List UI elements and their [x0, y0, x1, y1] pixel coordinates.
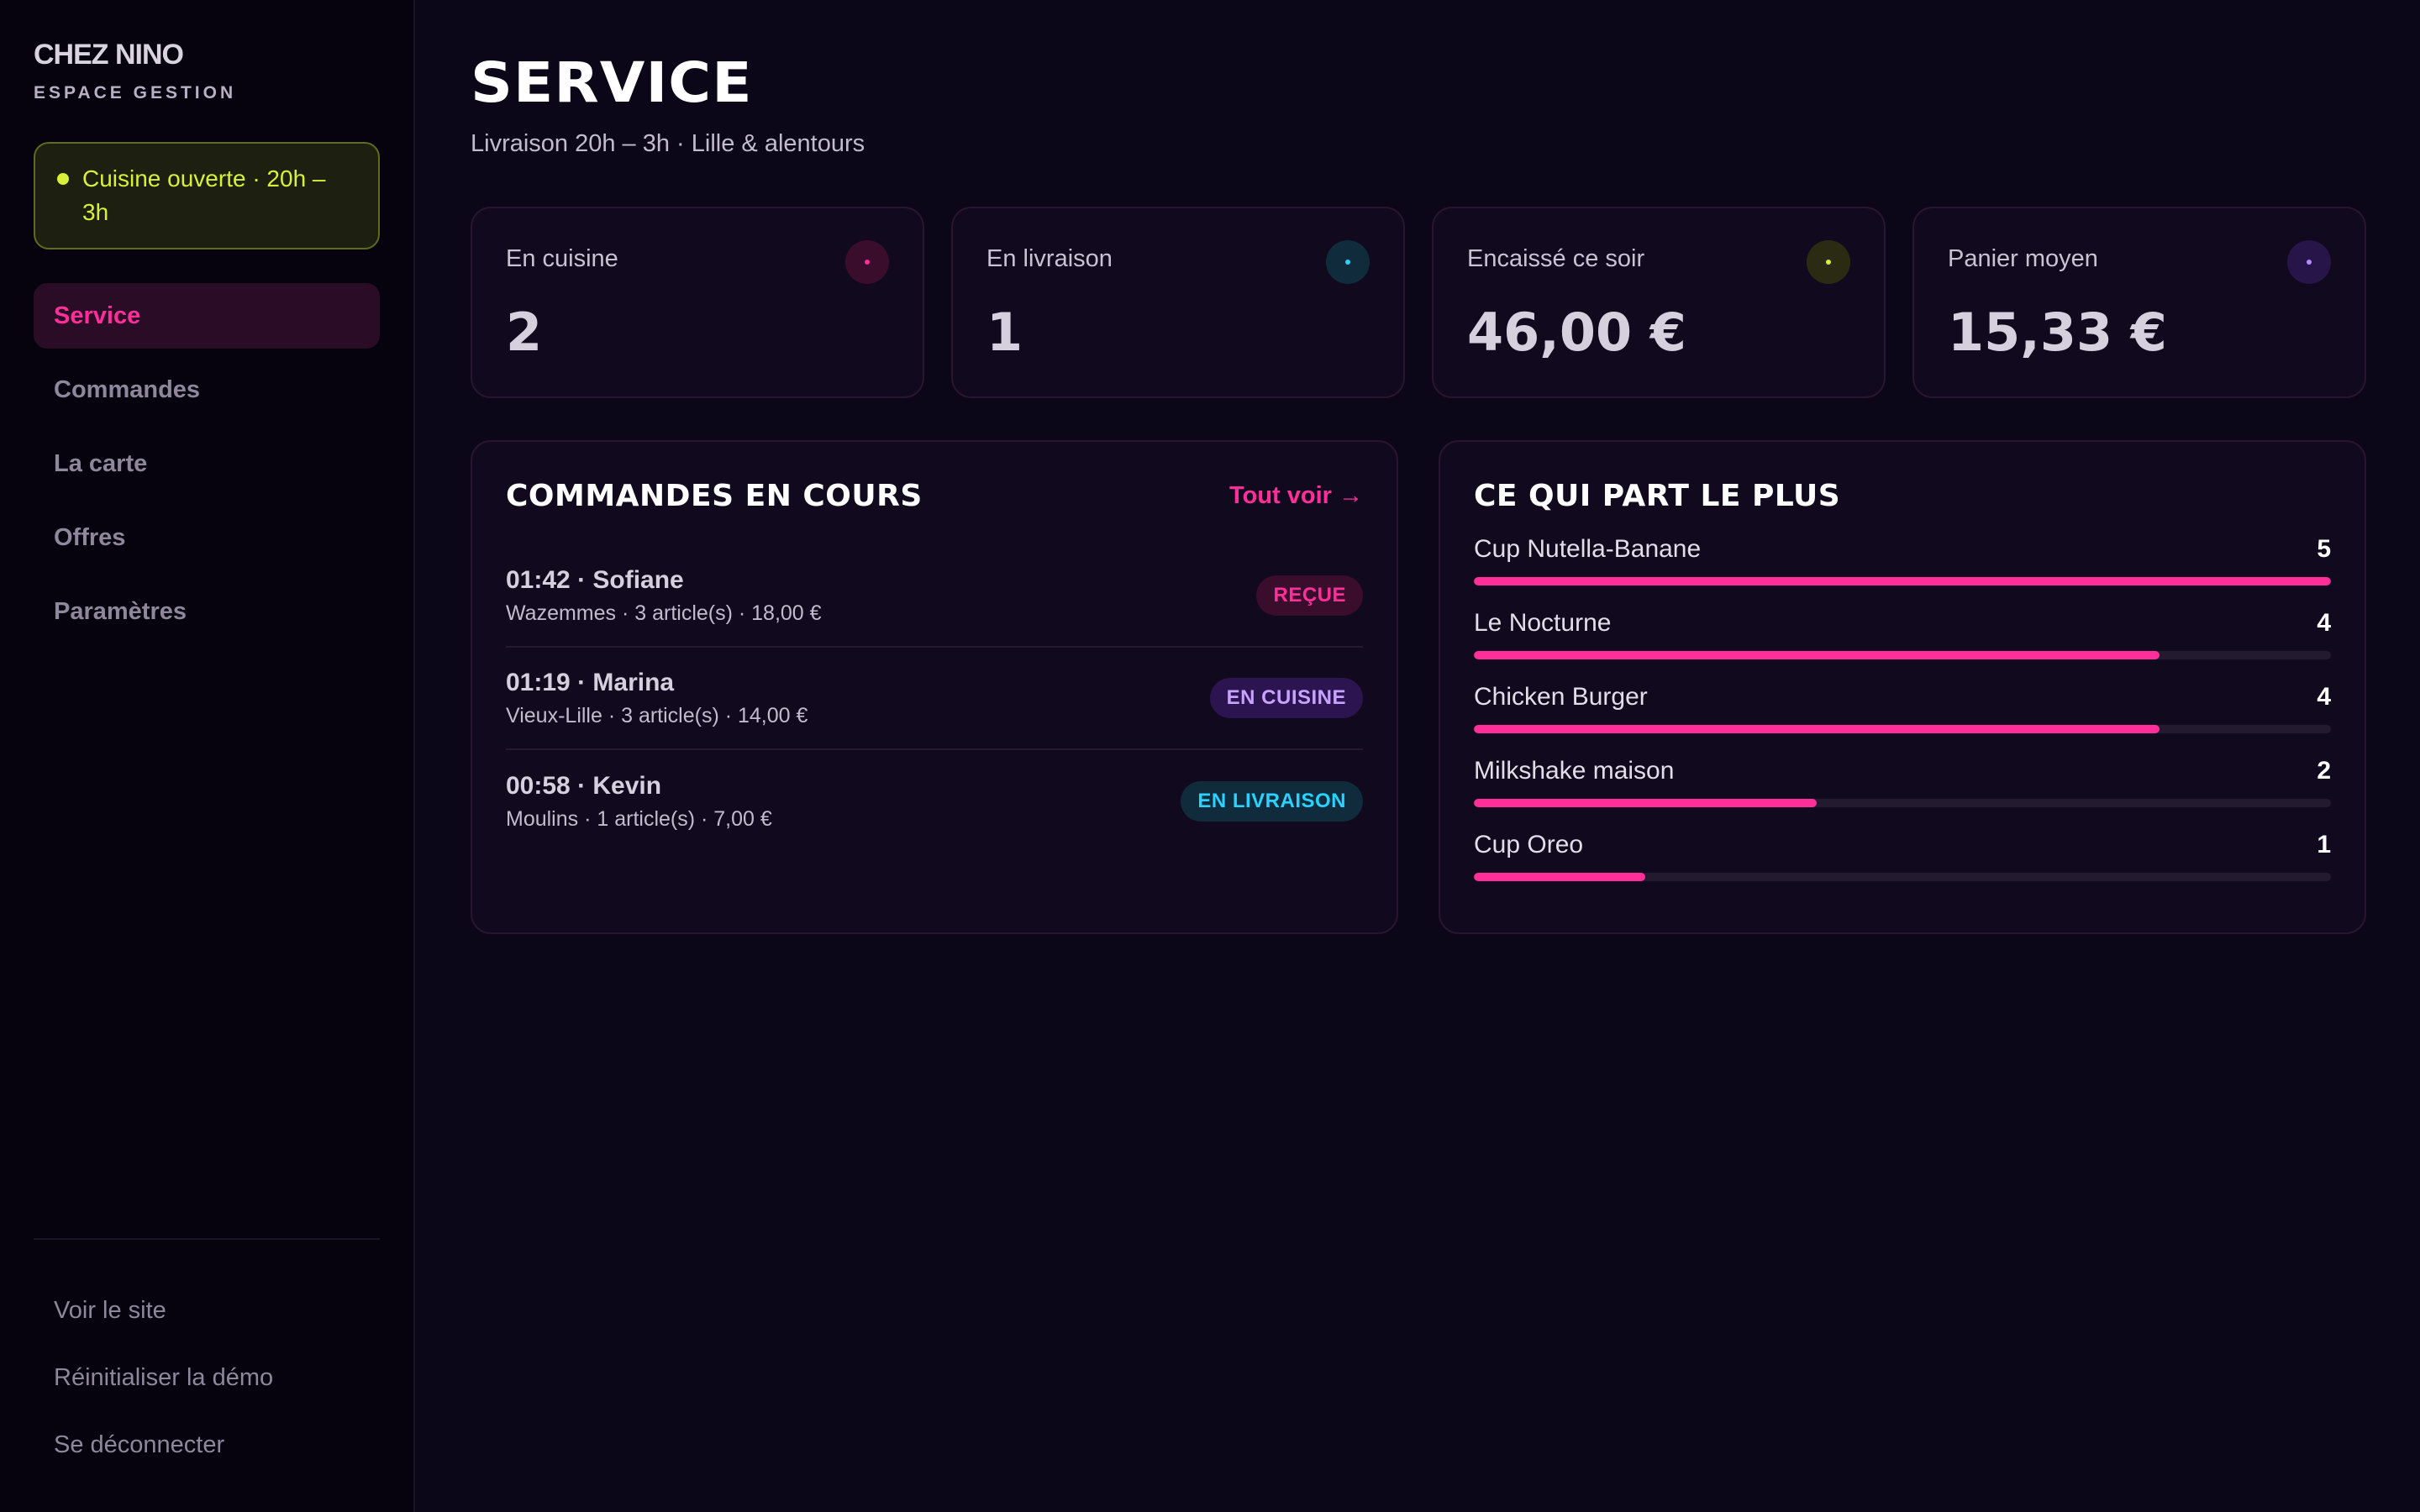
orders-panel: COMMANDES EN COURS Tout voir → 01:42 · S…	[471, 440, 1398, 934]
sidebar-nav: Service Commandes La carte Offres Paramè…	[34, 283, 380, 644]
top-item-name: Cup Oreo	[1474, 831, 1584, 858]
top-items-list: Cup Nutella-Banane 5 Le Nocturne 4	[1474, 535, 2331, 905]
kpi-dot-icon	[1326, 240, 1370, 284]
see-all-orders-link[interactable]: Tout voir →	[1229, 482, 1363, 509]
order-row[interactable]: 01:19 · Marina Vieux-Lille · 3 article(s…	[506, 648, 1363, 750]
kpi-label: En cuisine	[506, 245, 618, 272]
top-item-head: Chicken Burger 4	[1474, 683, 2331, 711]
sidebar: CHEZ NINO ESPACE GESTION Cuisine ouverte…	[0, 0, 415, 1512]
panels-row: COMMANDES EN COURS Tout voir → 01:42 · S…	[471, 440, 2366, 934]
kpi-card-encaisse: Encaissé ce soir 46,00 €	[1432, 207, 1886, 398]
order-status-badge: REÇUE	[1256, 575, 1363, 616]
top-item-row: Cup Oreo 1	[1474, 831, 2331, 905]
top-item-head: Cup Oreo 1	[1474, 831, 2331, 859]
top-item-row: Le Nocturne 4	[1474, 609, 2331, 683]
top-item-bar-track	[1474, 651, 2331, 659]
top-item-count: 2	[2317, 757, 2331, 785]
kpi-card-en-cuisine: En cuisine 2	[471, 207, 924, 398]
order-row[interactable]: 00:58 · Kevin Moulins · 1 article(s) · 7…	[506, 750, 1363, 853]
order-meta: Vieux-Lille · 3 article(s) · 14,00 €	[506, 703, 808, 727]
top-item-bar-track	[1474, 873, 2331, 881]
top-item-head: Le Nocturne 4	[1474, 609, 2331, 638]
top-items-panel: CE QUI PART LE PLUS Cup Nutella-Banane 5…	[1439, 440, 2366, 934]
top-item-name: Chicken Burger	[1474, 683, 1648, 711]
sidebar-divider	[34, 1238, 380, 1240]
kpi-card-panier-moyen: Panier moyen 15,33 €	[1912, 207, 2366, 398]
top-item-row: Chicken Burger 4	[1474, 683, 2331, 757]
order-status-badge: EN LIVRAISON	[1181, 781, 1363, 822]
kitchen-status-badge: Cuisine ouverte · 20h – 3h	[34, 142, 380, 249]
kpi-dot-icon	[2287, 240, 2331, 284]
orders-panel-title: COMMANDES EN COURS	[506, 479, 923, 513]
orders-list: 01:42 · Sofiane Wazemmes · 3 article(s) …	[506, 545, 1363, 853]
top-items-panel-title: CE QUI PART LE PLUS	[1474, 479, 1841, 513]
order-status-badge: EN CUISINE	[1209, 678, 1363, 718]
kpi-value: 2	[506, 302, 543, 363]
order-title: 01:19 · Marina	[506, 668, 675, 696]
sidebar-item-label: Paramètres	[54, 597, 187, 625]
sidebar-item-label: La carte	[54, 449, 148, 477]
top-item-count: 1	[2317, 831, 2331, 858]
order-info: 01:42 · Sofiane Wazemmes · 3 article(s) …	[506, 566, 822, 626]
top-item-row: Cup Nutella-Banane 5	[1474, 535, 2331, 609]
brand-name: CHEZ NINO	[34, 39, 184, 71]
top-item-name: Le Nocturne	[1474, 609, 1612, 637]
reset-demo-link[interactable]: Réinitialiser la démo	[54, 1363, 274, 1391]
top-item-bar-fill	[1474, 577, 2331, 585]
top-item-count: 5	[2317, 535, 2331, 563]
sidebar-item-label: Offres	[54, 523, 126, 551]
kpi-row: En cuisine 2 En livraison 1 Encaissé ce …	[471, 207, 2366, 398]
top-item-name: Cup Nutella-Banane	[1474, 535, 1702, 563]
kpi-dot-icon	[845, 240, 889, 284]
kitchen-status-text: Cuisine ouverte · 20h – 3h	[82, 165, 326, 225]
kpi-label: Panier moyen	[1948, 245, 2098, 272]
view-site-link[interactable]: Voir le site	[54, 1296, 166, 1324]
order-meta: Moulins · 1 article(s) · 7,00 €	[506, 806, 772, 831]
status-dot-icon	[57, 173, 69, 185]
sidebar-item-service[interactable]: Service	[34, 283, 380, 349]
sidebar-item-commandes[interactable]: Commandes	[34, 357, 380, 423]
top-items-panel-header: CE QUI PART LE PLUS	[1474, 479, 2331, 513]
top-item-count: 4	[2317, 683, 2331, 711]
top-item-bar-track	[1474, 577, 2331, 585]
sidebar-item-label: Commandes	[54, 375, 201, 403]
sidebar-item-offres[interactable]: Offres	[34, 505, 380, 570]
top-item-bar-fill	[1474, 651, 2160, 659]
top-item-bar-track	[1474, 799, 2331, 807]
page-subtitle: Livraison 20h – 3h · Lille & alentours	[471, 130, 865, 157]
order-title: 00:58 · Kevin	[506, 771, 662, 800]
top-item-count: 4	[2317, 609, 2331, 637]
kpi-value: 1	[986, 302, 1023, 363]
order-title: 01:42 · Sofiane	[506, 565, 684, 594]
top-item-row: Milkshake maison 2	[1474, 757, 2331, 831]
order-meta: Wazemmes · 3 article(s) · 18,00 €	[506, 601, 822, 625]
sidebar-item-label: Service	[54, 302, 141, 329]
top-item-head: Milkshake maison 2	[1474, 757, 2331, 785]
kpi-value: 46,00 €	[1467, 302, 1686, 363]
top-item-head: Cup Nutella-Banane 5	[1474, 535, 2331, 564]
sidebar-item-la-carte[interactable]: La carte	[34, 431, 380, 496]
top-item-bar-fill	[1474, 725, 2160, 733]
sidebar-spacer	[34, 644, 380, 1238]
kpi-value: 15,33 €	[1948, 302, 2167, 363]
top-item-bar-fill	[1474, 799, 1817, 807]
kpi-dot-icon	[1807, 240, 1850, 284]
order-info: 01:19 · Marina Vieux-Lille · 3 article(s…	[506, 669, 808, 728]
brand-subtitle: ESPACE GESTION	[34, 83, 237, 102]
page-title: SERVICE	[471, 50, 753, 115]
logout-link[interactable]: Se déconnecter	[54, 1431, 225, 1458]
order-row[interactable]: 01:42 · Sofiane Wazemmes · 3 article(s) …	[506, 545, 1363, 648]
order-info: 00:58 · Kevin Moulins · 1 article(s) · 7…	[506, 772, 772, 832]
top-item-bar-fill	[1474, 873, 1645, 881]
main-content: SERVICE Livraison 20h – 3h · Lille & ale…	[415, 0, 2420, 1512]
top-item-name: Milkshake maison	[1474, 757, 1675, 785]
kpi-card-en-livraison: En livraison 1	[951, 207, 1405, 398]
orders-panel-header: COMMANDES EN COURS Tout voir →	[506, 479, 1363, 513]
kpi-label: En livraison	[986, 245, 1113, 272]
top-item-bar-track	[1474, 725, 2331, 733]
sidebar-item-parametres[interactable]: Paramètres	[34, 579, 380, 644]
kpi-label: Encaissé ce soir	[1467, 245, 1645, 272]
